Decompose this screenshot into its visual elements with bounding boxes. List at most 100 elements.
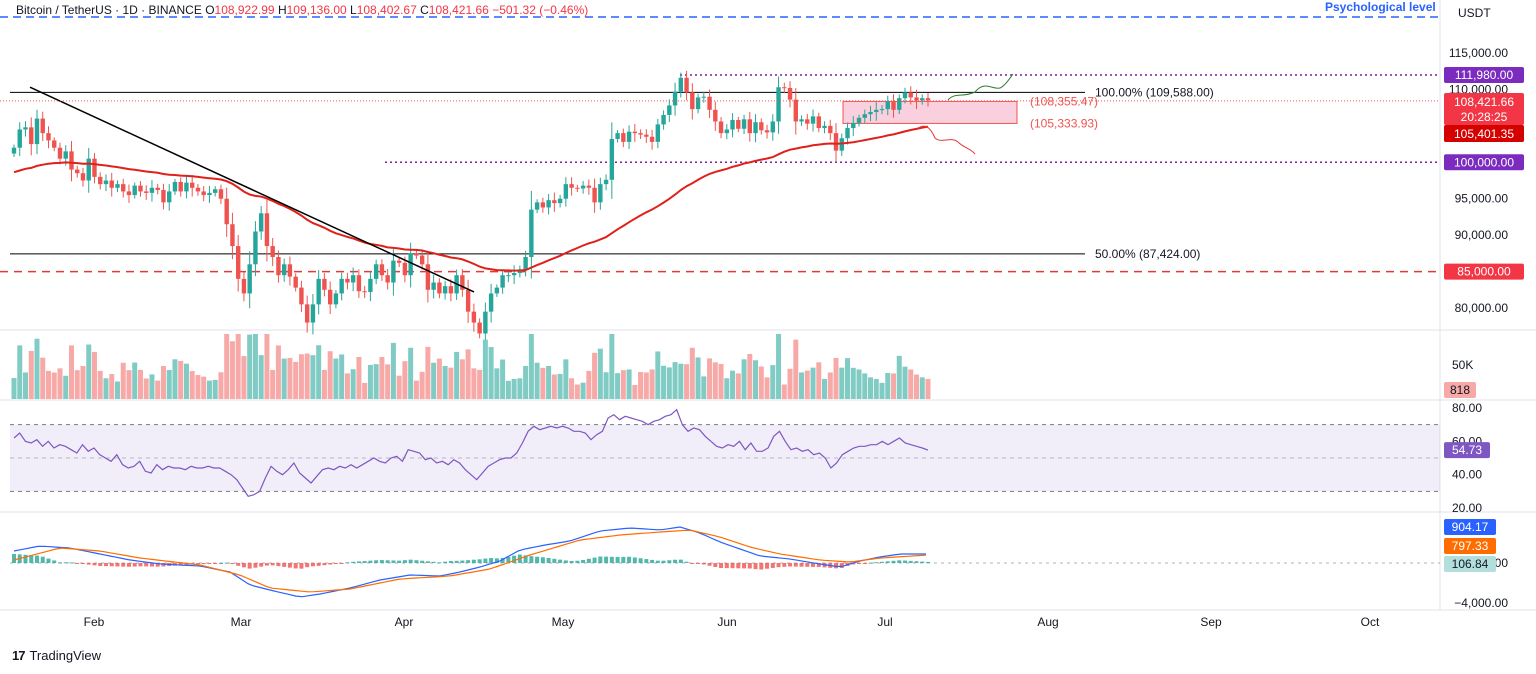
macd-histogram-bar	[12, 554, 16, 563]
macd-histogram-bar	[397, 560, 402, 563]
volume-bar	[856, 369, 862, 399]
macd-histogram-bar	[805, 563, 810, 567]
volume-bar	[419, 371, 425, 399]
volume-bar	[810, 367, 816, 399]
candle-body	[75, 169, 80, 174]
macd-histogram-bar	[437, 562, 442, 564]
candle-body	[667, 105, 672, 115]
candle-body	[368, 278, 373, 292]
candle-body	[144, 191, 149, 193]
candle-body	[546, 200, 551, 208]
volume-bar	[431, 362, 437, 399]
volume-bar	[103, 378, 109, 399]
volume-bar	[356, 357, 362, 399]
candle-body	[276, 257, 281, 276]
macd-histogram-bar	[351, 561, 356, 563]
macd-histogram-bar	[908, 560, 913, 563]
macd-histogram-bar	[535, 556, 540, 563]
volume-bar	[120, 362, 126, 399]
candle-body	[644, 134, 649, 137]
macd-histogram-bar	[69, 562, 74, 564]
candle-body	[862, 114, 867, 118]
rsi-tick-label: 40.00	[1452, 468, 1482, 482]
macd-histogram-bar	[644, 559, 649, 563]
macd-histogram-bar	[793, 563, 798, 567]
volume-bar	[586, 370, 592, 399]
macd-histogram-bar	[316, 563, 321, 566]
macd-histogram-bar	[759, 563, 764, 570]
volume-bar	[718, 363, 724, 399]
candle-body	[121, 184, 126, 192]
volume-bar	[126, 370, 132, 399]
symbol-name[interactable]: Bitcoin / TetherUS · 1D · BINANCE	[16, 3, 202, 17]
macd-histogram-bar	[218, 562, 223, 564]
macd-histogram-bar	[707, 563, 712, 566]
volume-bar	[74, 370, 80, 399]
macd-histogram-bar	[443, 561, 448, 563]
candle-body	[684, 77, 689, 93]
macd-histogram-bar	[765, 563, 770, 569]
volume-bar	[925, 378, 931, 399]
ema-price-label: 105,401.35	[1454, 127, 1514, 141]
macd-histogram-bar	[563, 560, 568, 563]
macd-histogram-bar	[713, 563, 718, 567]
macd-histogram-bar	[661, 560, 666, 563]
candle-body	[799, 119, 804, 122]
candle-body	[270, 246, 275, 257]
volume-bar	[344, 373, 350, 399]
volume-bar	[741, 359, 747, 399]
candle-body	[920, 98, 925, 101]
macd-histogram-bar	[753, 563, 758, 570]
macd-histogram-bar	[368, 560, 373, 563]
volume-bar	[655, 351, 661, 399]
candle-body	[506, 275, 511, 277]
macd-histogram-bar	[362, 561, 367, 563]
candle-body	[856, 117, 862, 123]
candle-body	[86, 158, 91, 181]
volume-bar	[11, 378, 17, 399]
candle-body	[816, 116, 821, 129]
volume-bar	[574, 384, 580, 399]
candle-body	[235, 246, 241, 279]
currency-label[interactable]: USDT	[1458, 6, 1491, 20]
volume-bar	[218, 372, 224, 399]
macd-histogram-bar	[655, 560, 660, 563]
macd-histogram-bar	[213, 563, 218, 564]
volume-bar	[776, 334, 782, 399]
volume-current-label-bg	[1444, 382, 1476, 398]
downtrend-line	[29, 86, 475, 293]
macd-histogram-bar	[103, 563, 108, 567]
rsi-tick-label: 80.00	[1452, 401, 1482, 415]
macd-histogram-bar	[207, 563, 212, 564]
volume-bar	[528, 334, 534, 399]
macd-histogram-bar	[834, 563, 839, 569]
volume-bar	[764, 377, 770, 399]
macd-histogram-bar	[253, 563, 258, 568]
tradingview-logo-icon: 17	[12, 648, 26, 663]
macd-histogram-bar	[310, 563, 315, 567]
macd-histogram-bar	[523, 555, 528, 563]
high-label: H	[277, 3, 287, 17]
candle-body	[333, 293, 339, 305]
macd-histogram-bar	[270, 563, 275, 566]
candle-body	[730, 120, 735, 130]
macd-histogram-bar	[851, 563, 856, 565]
candle-body	[98, 176, 103, 185]
candle-body	[770, 121, 775, 133]
volume-bar	[580, 382, 586, 399]
macd-histogram-bar	[460, 560, 465, 563]
macd-histogram-bar	[719, 563, 724, 569]
volume-bar	[155, 380, 161, 399]
candle-body	[632, 131, 638, 134]
candle-body	[178, 181, 183, 192]
candle-body	[707, 96, 712, 110]
volume-bar	[730, 370, 736, 399]
candle-body	[787, 87, 793, 100]
candle-body	[782, 87, 787, 89]
volume-bar	[408, 347, 414, 399]
macd-histogram-bar	[621, 556, 626, 563]
macd-histogram-bar	[63, 562, 68, 564]
candle-body	[29, 127, 34, 145]
tradingview-branding[interactable]: 17 TradingView	[12, 648, 101, 663]
